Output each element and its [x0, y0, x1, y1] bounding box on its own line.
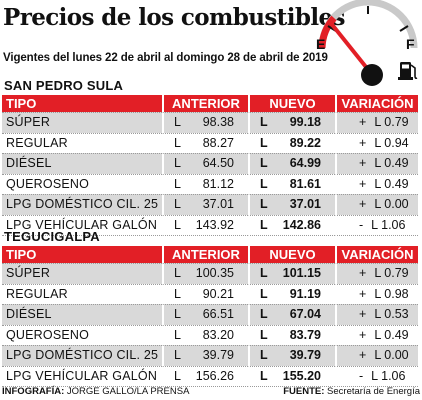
- table-header-row: TIPO ANTERIOR NUEVO VARIACIÓN: [2, 95, 418, 112]
- table-header-row: TIPO ANTERIOR NUEVO VARIACIÓN: [2, 246, 418, 263]
- new-price: L 101.15: [248, 263, 335, 284]
- table-row: DIÉSEL L 66.51 L 67.04 + L 0.53: [2, 304, 418, 325]
- credit-line: INFOGRAFÍA: JORGE GALLO/LA PRENSA: [2, 386, 189, 397]
- price-variation: + L 0.98: [335, 283, 418, 304]
- table-row: SÚPER L 98.38 L 99.18 + L 0.79: [2, 112, 418, 133]
- infographic-title: Precios de los combustibles: [3, 4, 345, 31]
- fuel-pump-icon: [398, 62, 418, 80]
- city-heading: TEGUCIGALPA: [4, 229, 100, 244]
- previous-price: L 143.92: [162, 214, 248, 236]
- header-anterior: ANTERIOR: [162, 246, 248, 263]
- price-variation: + L 0.79: [335, 112, 418, 133]
- fuel-type: LPG VEHÍCULAR GALÓN: [2, 214, 162, 236]
- price-variation: + L 0.00: [335, 194, 418, 215]
- table-row: REGULAR L 90.21 L 91.19 + L 0.98: [2, 283, 418, 305]
- table-row: LPG VEHÍCULAR GALÓN L 156.26 L 155.20 -L 1…: [2, 365, 418, 387]
- previous-price: L 81.12: [162, 173, 248, 194]
- previous-price: L 66.51: [162, 304, 248, 325]
- new-price: L 67.04: [248, 304, 335, 325]
- table-row: QUEROSENO L 83.20 L 83.79 + L 0.49: [2, 324, 418, 346]
- new-price: L 142.86: [248, 214, 335, 236]
- previous-price: L 64.50: [162, 153, 248, 174]
- price-variation: + L 0.49: [335, 153, 418, 174]
- fuel-gauge-icon: E F: [316, 0, 418, 86]
- section-tegucigalpa: TEGUCIGALPA TIPO ANTERIOR NUEVO VARIACIÓ…: [2, 228, 418, 387]
- fuel-type: SÚPER: [2, 112, 162, 133]
- price-variation: + L 0.79: [335, 263, 418, 284]
- price-variation: + L 0.49: [335, 173, 418, 194]
- section-san-pedro-sula: SAN PEDRO SULA TIPO ANTERIOR NUEVO VARIA…: [2, 77, 418, 236]
- price-variation: + L 0.49: [335, 324, 418, 345]
- credit-value: JORGE GALLO/LA PRENSA: [66, 386, 190, 397]
- header-variacion: VARIACIÓN: [335, 246, 418, 263]
- fuel-type: QUEROSENO: [2, 324, 162, 346]
- previous-price: L 100.35: [162, 263, 248, 284]
- new-price: L 83.79: [248, 324, 335, 345]
- table-row: LPG DOMÉSTICO CIL. 25 LB. L37.01 L37.01 …: [2, 194, 418, 215]
- table-row: QUEROSENO L 81.12 L 81.61 + L 0.49: [2, 173, 418, 195]
- new-price: L 39.79: [248, 345, 335, 366]
- credit-label: INFOGRAFÍA:: [2, 386, 65, 397]
- fuel-type: DIÉSEL: [2, 304, 162, 325]
- fuel-type: DIÉSEL: [2, 153, 162, 174]
- table-row: SÚPER L 100.35 L 101.15 + L 0.79: [2, 263, 418, 284]
- source-value: Secretaría de Energía: [327, 386, 420, 397]
- price-variation: + L 0.53: [335, 304, 418, 325]
- city-heading: SAN PEDRO SULA: [4, 78, 124, 93]
- fuel-type: REGULAR: [2, 132, 162, 154]
- price-variation: -L 1.06: [335, 365, 418, 387]
- new-price: L 155.20: [248, 365, 335, 387]
- new-price: L 89.22: [248, 132, 335, 153]
- previous-price: L 37.01: [162, 194, 248, 215]
- table-row: LPG DOMÉSTICO CIL. 25 LB. L39.79 L39.79 …: [2, 345, 418, 366]
- new-price: L 99.18: [248, 112, 335, 133]
- fuel-type: REGULAR: [2, 283, 162, 305]
- table-row: REGULAR L 88.27 L 89.22 + L 0.94: [2, 132, 418, 154]
- header-variacion: VARIACIÓN: [335, 95, 418, 112]
- new-price: L 91.19: [248, 283, 335, 304]
- table-row: LPG VEHÍCULAR GALÓN L 143.92 L 142.86 -L 1…: [2, 214, 418, 236]
- price-table: TIPO ANTERIOR NUEVO VARIACIÓN SÚPER L 98.…: [2, 95, 418, 236]
- previous-price: L 83.20: [162, 324, 248, 345]
- previous-price: L 156.26: [162, 365, 248, 387]
- previous-price: L 98.38: [162, 112, 248, 133]
- header-tipo: TIPO: [2, 95, 162, 112]
- gauge-empty-label: E: [316, 36, 325, 52]
- header-anterior: ANTERIOR: [162, 95, 248, 112]
- price-variation: + L 0.00: [335, 345, 418, 366]
- gauge-full-label: F: [406, 36, 415, 52]
- fuel-type: LPG VEHÍCULAR GALÓN: [2, 365, 162, 387]
- previous-price: L 90.21: [162, 283, 248, 304]
- price-table: TIPO ANTERIOR NUEVO VARIACIÓN SÚPER L 100…: [2, 246, 418, 387]
- header-nuevo: NUEVO: [248, 95, 335, 112]
- new-price: L 37.01: [248, 194, 335, 215]
- table-row: DIÉSEL L 64.50 L 64.99 + L 0.49: [2, 153, 418, 174]
- previous-price: L 88.27: [162, 132, 248, 153]
- source-line: FUENTE: Secretaría de Energía: [283, 386, 420, 397]
- previous-price: L 39.79: [162, 345, 248, 366]
- fuel-type: SÚPER: [2, 263, 162, 284]
- price-variation: -L 1.06: [335, 214, 418, 236]
- fuel-type: LPG DOMÉSTICO CIL. 25 LB.: [2, 194, 162, 215]
- price-variation: + L 0.94: [335, 132, 418, 153]
- new-price: L 64.99: [248, 153, 335, 174]
- source-label: FUENTE:: [283, 386, 325, 397]
- header-nuevo: NUEVO: [248, 246, 335, 263]
- fuel-type: QUEROSENO: [2, 173, 162, 195]
- header-tipo: TIPO: [2, 246, 162, 263]
- new-price: L 81.61: [248, 173, 335, 194]
- fuel-type: LPG DOMÉSTICO CIL. 25 LB.: [2, 345, 162, 366]
- date-range-subtitle: Vigentes del lunes 22 de abril al doming…: [3, 52, 328, 64]
